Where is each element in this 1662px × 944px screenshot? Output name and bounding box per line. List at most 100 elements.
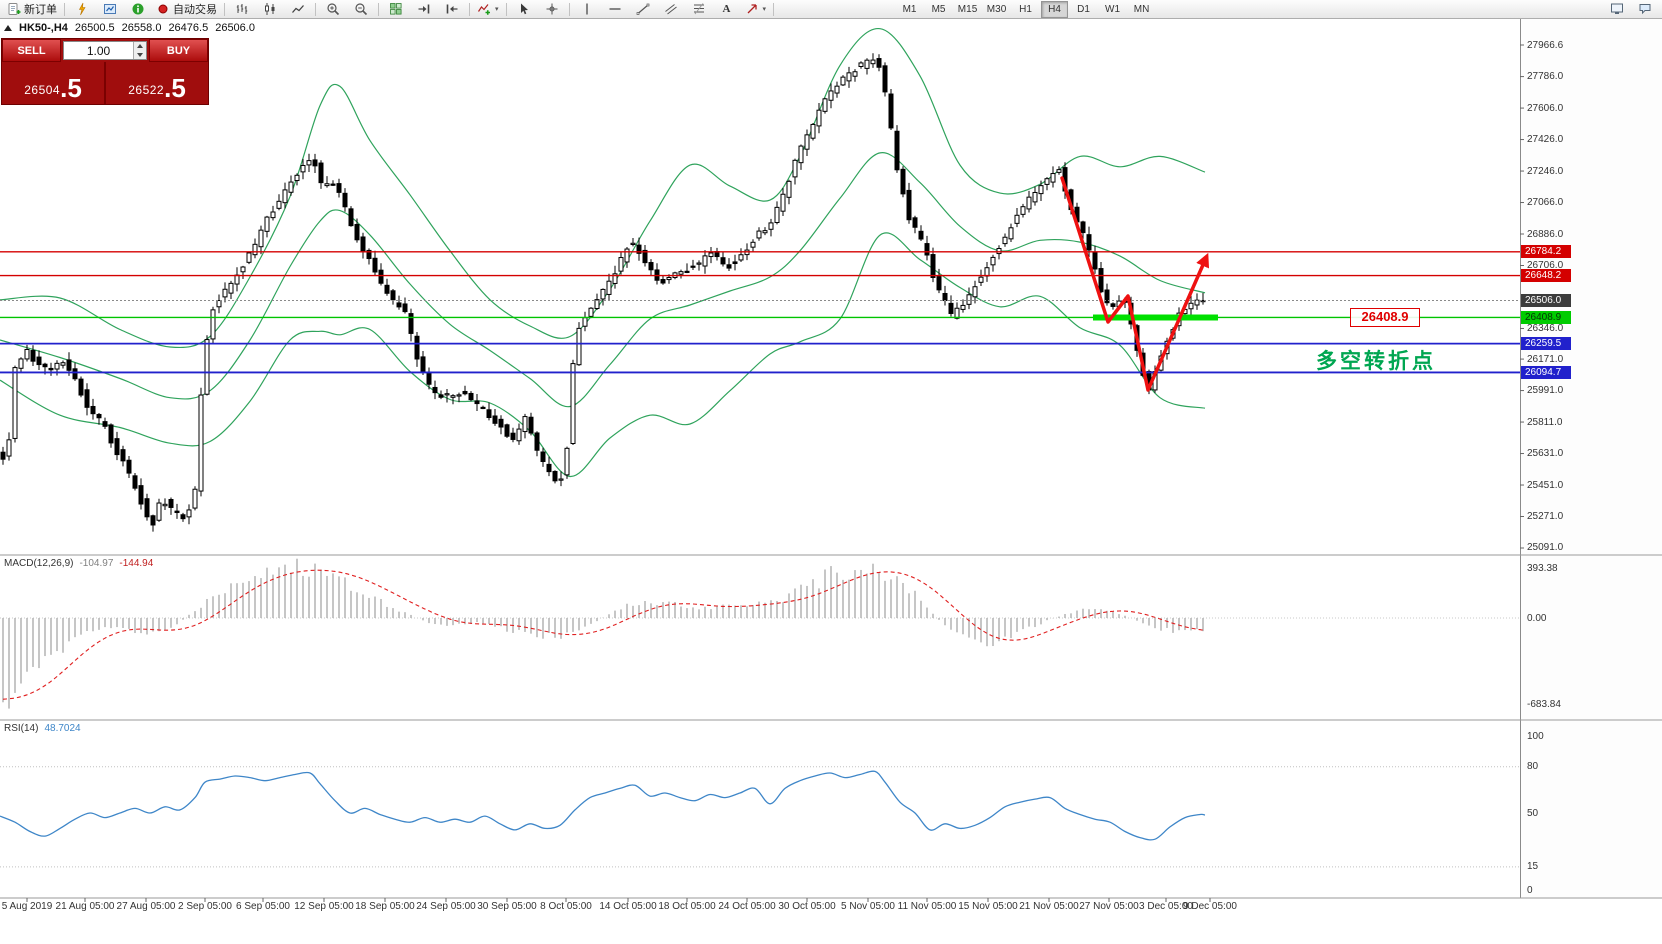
community-button[interactable] [1603,0,1631,19]
timeframe-m5-button[interactable]: M5 [931,3,946,15]
text-tool-button[interactable]: A [713,0,741,19]
volume-down-button[interactable] [137,52,143,57]
sell-button[interactable]: SELL [2,39,61,62]
price-scale-tick: 27786.0 [1527,71,1564,83]
timeframe-h1-button[interactable]: H1 [1019,3,1032,15]
candle-body [528,416,534,434]
candle-body [240,266,246,273]
zoom-out-button[interactable] [347,0,375,19]
line-chart-mode-button[interactable] [284,0,312,19]
timeframe-mn-button[interactable]: MN [1133,3,1150,15]
chart-shift-button[interactable] [438,0,466,19]
volume-input[interactable]: 1.00 [63,41,147,60]
candle-body [102,421,108,427]
horizontal-line-tool-button[interactable] [601,0,629,19]
toolbar-separator [469,2,470,16]
chart-window-button[interactable] [96,0,124,19]
crosshair-tool-button[interactable] [538,0,566,19]
turning-point-annotation[interactable]: 多空转折点 [1316,349,1436,373]
vertical-line-tool-button[interactable] [573,0,601,19]
arrows-tool-button[interactable]: ▾ [741,0,771,19]
rsi-value: 48.7024 [44,723,81,734]
candle-body [84,389,90,408]
sell-price[interactable]: 26504 .5 [2,62,104,104]
price-scale-tick: 26346.0 [1527,322,1564,334]
price-badge-26094.7[interactable]: 26094.7 [1521,365,1571,379]
auto-trading-button[interactable]: 自动交易 [152,0,221,19]
candle-body [42,363,48,368]
tile-windows-button[interactable] [382,0,410,19]
macd-scale-tick: 0.00 [1527,612,1547,624]
candle-body [930,254,936,278]
candle-body [840,76,846,86]
fibonacci-tool-button[interactable] [685,0,713,19]
candle-body [306,160,312,166]
expert-advisors-button[interactable] [68,0,96,19]
candle-body [132,475,138,489]
symbol-period-label: HK50-,H4 [19,22,68,34]
candle-body [450,395,456,398]
one-click-toggle-icon[interactable] [4,25,12,31]
buy-price[interactable]: 26522 .5 [106,62,208,104]
candle-body [480,406,486,410]
volume-up-button[interactable] [137,44,143,49]
timeframe-d1-button[interactable]: D1 [1077,3,1090,15]
trend-arrow-annotation[interactable] [1060,176,1210,392]
macd-signal-value: -144.94 [119,558,154,569]
candle-body [792,159,798,178]
info-button[interactable] [124,0,152,19]
candle-body [954,307,960,319]
price-badge-26259.5[interactable]: 26259.5 [1521,337,1571,351]
auto-scroll-button[interactable] [410,0,438,19]
toolbar-separator [378,2,379,16]
candle-body [1008,227,1014,240]
timeframe-m15-button[interactable]: M15 [957,3,978,15]
candle-body [378,269,384,284]
price-scale-tick: 27246.0 [1527,165,1564,177]
candle-body [876,58,882,68]
buy-button[interactable]: BUY [149,39,208,62]
price-scale-tick: 26886.0 [1527,228,1564,240]
time-axis-label: 18 Oct 05:00 [658,901,716,912]
buy-price-pips: .5 [164,73,186,103]
price-badge-26784.2[interactable]: 26784.2 [1521,245,1571,259]
timeframe-w1-button[interactable]: W1 [1105,3,1121,15]
candle-body [738,254,744,261]
macd-panel[interactable] [0,558,1520,709]
candle-body [606,280,612,295]
timeframe-m30-button[interactable]: M30 [986,3,1007,15]
chat-button[interactable] [1631,0,1659,19]
price-scale[interactable] [1520,18,1662,898]
timeframe-h4-button[interactable]: H4 [1041,0,1069,18]
timeframe-m1-button[interactable]: M1 [902,3,917,15]
new-order-button[interactable]: 新订单 [3,0,61,19]
price-badge-26648.2[interactable]: 26648.2 [1521,269,1571,283]
zoom-in-button[interactable] [319,0,347,19]
time-axis-label: 30 Oct 05:00 [778,901,836,912]
macd-main-value: -104.97 [79,558,114,569]
volume-value[interactable]: 1.00 [86,43,111,58]
bar-chart-mode-button[interactable] [228,0,256,19]
candle-body [216,300,222,308]
monitor-icon [1611,3,1623,14]
cursor-tool-button[interactable] [510,0,538,19]
indicators-button[interactable]: ▾ [473,0,503,19]
price-level-callout[interactable]: 26408.9 [1350,308,1420,328]
time-axis-label: 15 Nov 05:00 [958,901,1018,912]
candle-body [762,230,768,234]
candle-body [504,424,510,437]
price-badge-26408.9[interactable]: 26408.9 [1521,310,1571,324]
macd-scale-tick: 393.38 [1527,562,1558,574]
candle-body [90,405,96,415]
candle-body [846,72,852,82]
candlestick-mode-button[interactable] [256,0,284,19]
candle-body [474,400,480,405]
trendline-tool-button[interactable] [629,0,657,19]
rsi-panel[interactable] [0,766,1520,868]
price-chart-panel[interactable] [0,28,1520,532]
channel-tool-button[interactable] [657,0,685,19]
price-badge-26506.0[interactable]: 26506.0 [1521,293,1571,307]
candle-body [426,372,432,385]
